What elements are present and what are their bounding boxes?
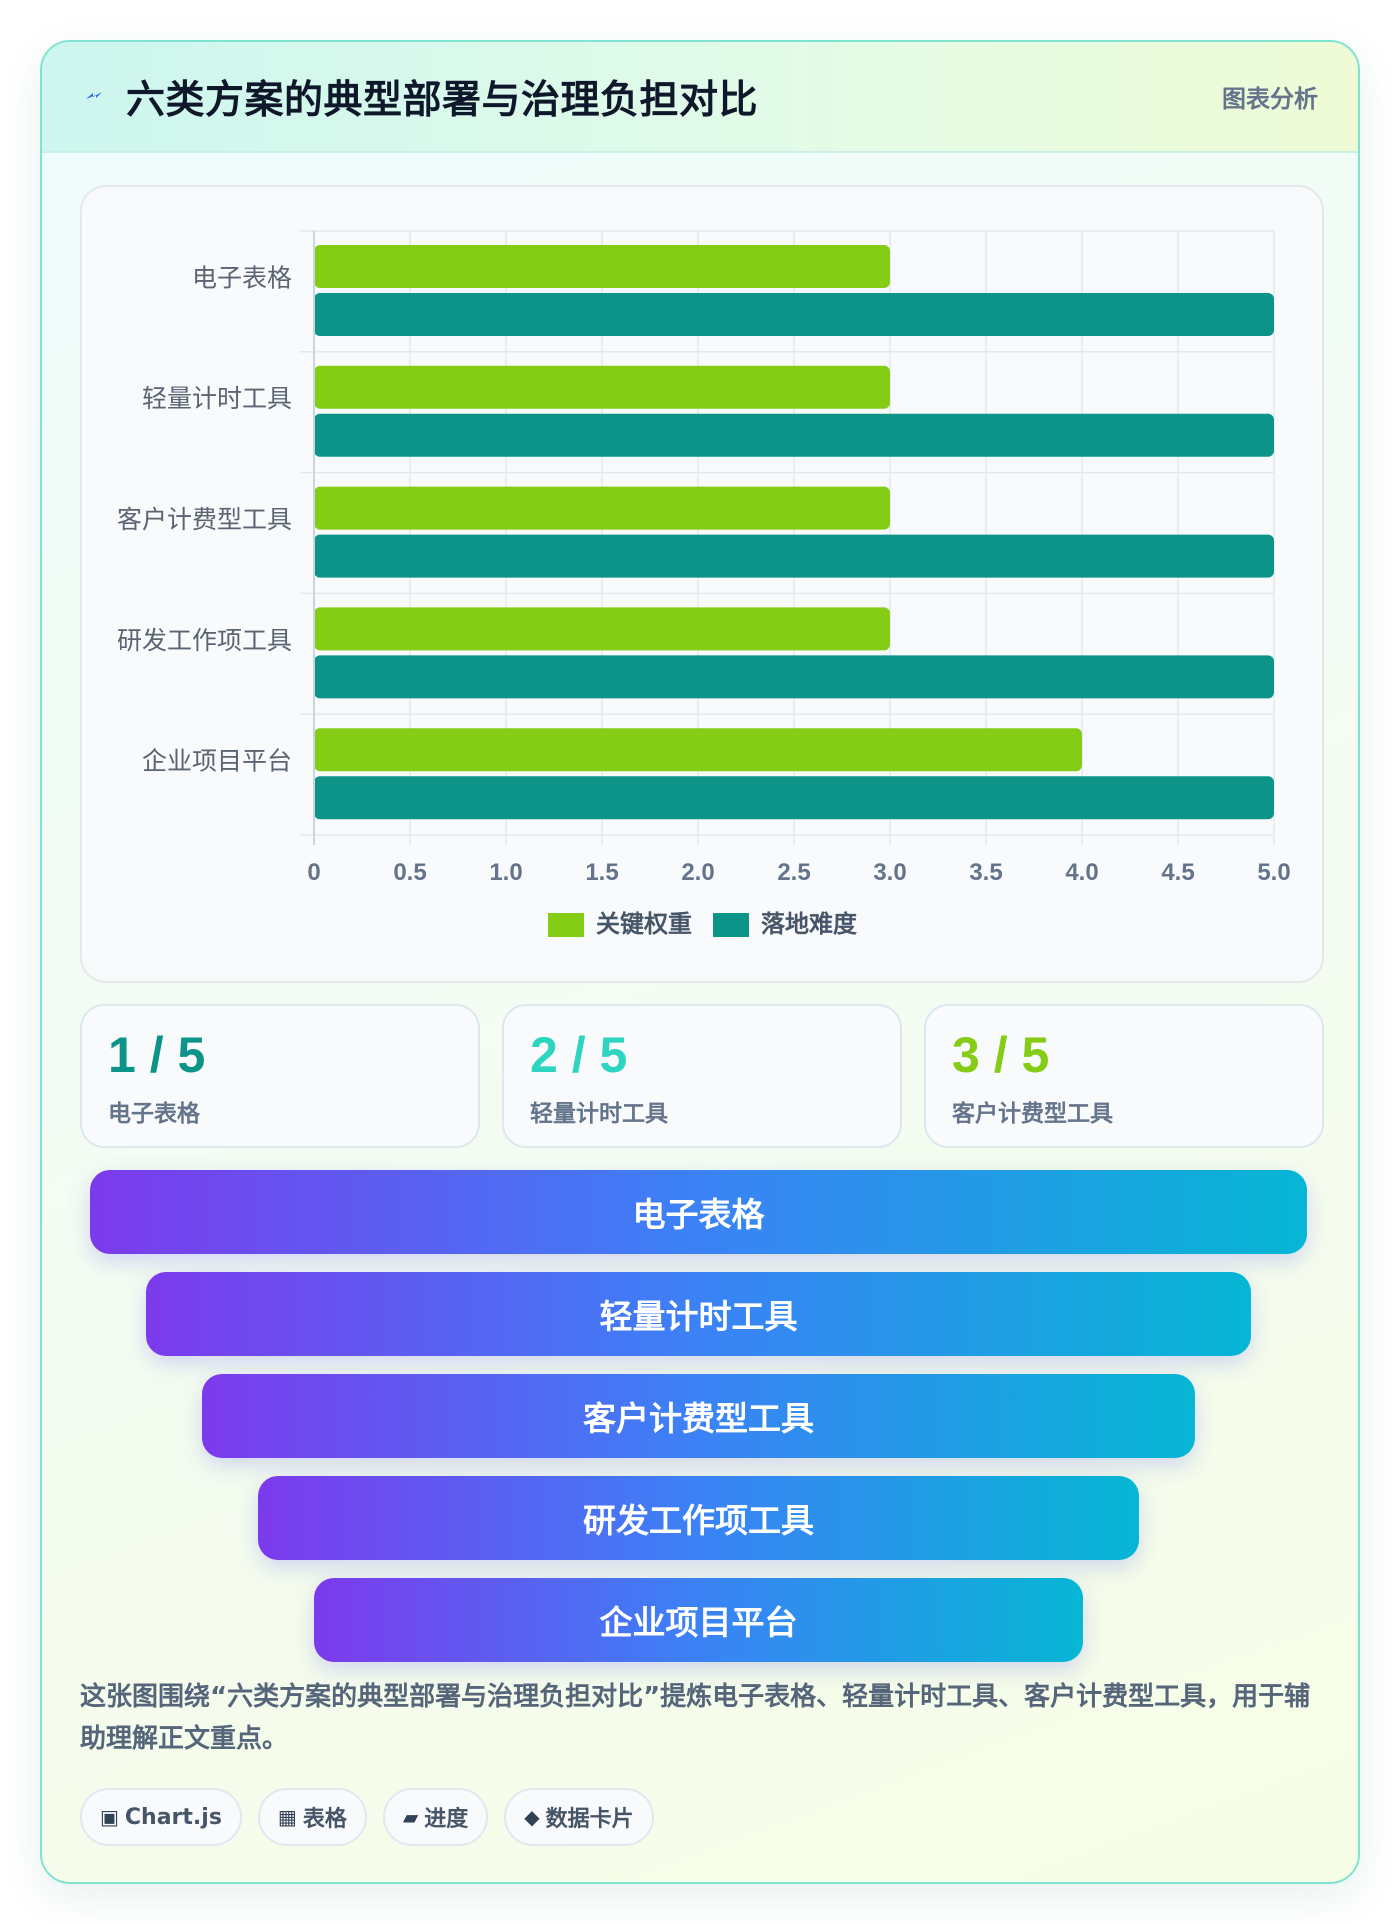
bar-key-weight bbox=[314, 245, 890, 288]
lightning-icon bbox=[82, 84, 108, 110]
chart-card: 六类方案的典型部署与治理负担对比 图表分析 0 0.5 1.0 1.5 2.0 2.5 3.… bbox=[40, 40, 1360, 1884]
header-badge: 图表分析 bbox=[1222, 85, 1318, 113]
x-tick-label: 3.5 bbox=[969, 859, 1002, 886]
bar-difficulty bbox=[314, 534, 1274, 578]
funnel-step: 企业项目平台 bbox=[314, 1578, 1083, 1662]
stat-label: 轻量计时工具 bbox=[530, 1101, 668, 1127]
tag-table[interactable]: ▦ 表格 bbox=[257, 1788, 367, 1846]
diamond-icon: ◆ bbox=[524, 1805, 540, 1829]
legend-label: 关键权重 bbox=[596, 910, 692, 938]
bar-key-weight bbox=[314, 486, 890, 530]
tag-label: 表格 bbox=[302, 1807, 347, 1832]
tag-list: ▣ Chart.js ▦ 表格 ▰ 进度 ◆ 数据卡片 bbox=[80, 1788, 654, 1846]
x-tick-label: 3.0 bbox=[873, 859, 906, 886]
stat-value: 2 / 5 bbox=[530, 1027, 628, 1083]
x-tick-label: 5.0 bbox=[1257, 859, 1290, 886]
legend-swatch bbox=[548, 913, 584, 937]
bar-key-weight bbox=[314, 607, 890, 651]
progress-icon: ▰ bbox=[402, 1805, 419, 1829]
bar-difficulty bbox=[314, 413, 1274, 457]
header-title-group: 六类方案的典型部署与治理负担对比 bbox=[82, 69, 758, 125]
x-tick-label: 4.5 bbox=[1161, 859, 1194, 886]
y-category-label: 轻量计时工具 bbox=[142, 384, 292, 413]
legend-swatch bbox=[713, 913, 749, 937]
stat-card: 3 / 5 客户计费型工具 bbox=[924, 1004, 1324, 1148]
funnel-step: 研发工作项工具 bbox=[258, 1476, 1139, 1560]
tag-label: Chart.js bbox=[124, 1804, 222, 1830]
stat-card: 2 / 5 轻量计时工具 bbox=[502, 1004, 902, 1148]
x-tick-label: 4.0 bbox=[1065, 859, 1098, 886]
chart-title: 六类方案的典型部署与治理负担对比 bbox=[126, 77, 759, 123]
bar-difficulty bbox=[314, 655, 1274, 699]
funnel-step: 客户计费型工具 bbox=[202, 1374, 1195, 1458]
x-tick-label: 2.0 bbox=[681, 859, 714, 886]
card-header: 六类方案的典型部署与治理负担对比 图表分析 bbox=[42, 42, 1358, 153]
y-category-label: 研发工作项工具 bbox=[117, 626, 292, 655]
stat-card: 1 / 5 电子表格 bbox=[80, 1004, 480, 1148]
bar-difficulty bbox=[314, 776, 1274, 820]
bar-key-weight bbox=[314, 728, 1082, 772]
chart-icon: ▣ bbox=[100, 1805, 119, 1829]
x-tick-label: 1.0 bbox=[489, 859, 522, 886]
x-tick-label: 0.5 bbox=[393, 859, 426, 886]
y-category-label: 企业项目平台 bbox=[142, 747, 292, 776]
tag-progress[interactable]: ▰ 进度 bbox=[382, 1788, 489, 1846]
bar-difficulty bbox=[314, 293, 1274, 336]
tag-label: 进度 bbox=[424, 1807, 469, 1832]
tag-label: 数据卡片 bbox=[545, 1807, 634, 1832]
legend-label: 落地难度 bbox=[761, 910, 858, 938]
bar-chart: 0 0.5 1.0 1.5 2.0 2.5 3.0 3.5 4.0 4.5 5.0 电子表格轻量计时工… bbox=[117, 230, 1291, 938]
funnel-step: 轻量计时工具 bbox=[146, 1272, 1251, 1356]
description-text: 这张图围绕“六类方案的典型部署与治理负担对比”提炼电子表格、轻量计时工具、客户计… bbox=[80, 1682, 1311, 1754]
x-tick-label: 0 bbox=[307, 859, 320, 886]
funnel-step: 电子表格 bbox=[90, 1170, 1307, 1254]
y-category-label: 客户计费型工具 bbox=[117, 505, 292, 534]
x-tick-label: 2.5 bbox=[777, 859, 810, 886]
stat-cards: 1 / 5 电子表格 2 / 5 轻量计时工具 3 / 5 客户计费型工具 bbox=[80, 1004, 1324, 1148]
bar-key-weight bbox=[314, 365, 890, 409]
tag-data-card[interactable]: ◆ 数据卡片 bbox=[504, 1788, 654, 1846]
stat-label: 电子表格 bbox=[108, 1101, 200, 1127]
tag-chartjs[interactable]: ▣ Chart.js bbox=[80, 1788, 242, 1846]
stat-label: 客户计费型工具 bbox=[952, 1101, 1113, 1127]
x-tick-label: 1.5 bbox=[585, 859, 618, 886]
table-icon: ▦ bbox=[277, 1805, 297, 1829]
y-category-label: 电子表格 bbox=[192, 263, 292, 292]
stat-value: 3 / 5 bbox=[952, 1027, 1050, 1083]
stat-value: 1 / 5 bbox=[108, 1027, 206, 1083]
bar-chart-panel: 0 0.5 1.0 1.5 2.0 2.5 3.0 3.5 4.0 4.5 5.0 电子表格轻量计时工… bbox=[80, 185, 1324, 983]
